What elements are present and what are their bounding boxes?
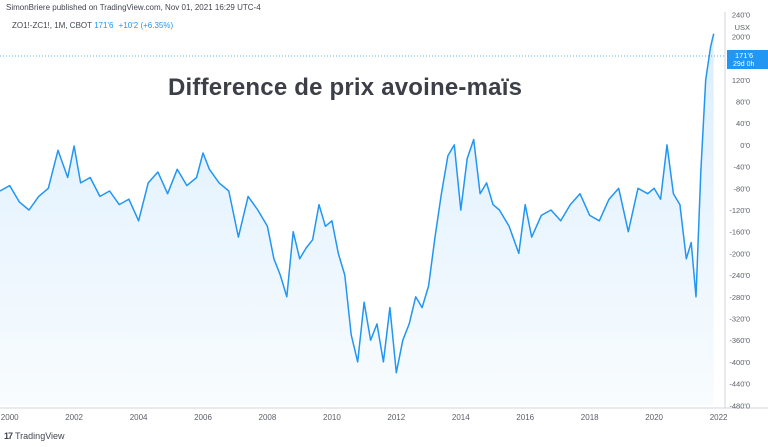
y-tick-label: -120'0 (729, 206, 750, 215)
y-tick-label: -160'0 (729, 228, 750, 237)
tradingview-logo-icon: 17 (4, 431, 13, 441)
y-tick-label: -320'0 (729, 315, 750, 324)
time-axis[interactable]: 2000 2002 2004 2006 2008 2010 2012 2014 2016 2018… (1, 413, 728, 422)
y-tick-label: -80'0 (734, 184, 750, 193)
y-tick-label: -200'0 (729, 249, 750, 258)
brand-name: TradingView (15, 431, 65, 441)
publisher-line: SimonBriere published on TradingView.com… (6, 3, 261, 12)
chart-title: Difference de prix avoine-maïs (168, 74, 523, 101)
x-tick-label: 2018 (581, 413, 599, 422)
x-tick-label: 2006 (194, 413, 212, 422)
tradingview-brand[interactable]: 17 TradingView (4, 431, 65, 441)
x-tick-label: 2002 (65, 413, 83, 422)
price-area (0, 33, 714, 406)
x-tick-label: 2010 (323, 413, 341, 422)
y-tick-label: 120'0 (732, 76, 750, 85)
last-value: 171'6 (94, 21, 114, 30)
last-price-badge-value: 171'6 (735, 51, 753, 60)
y-tick-label: -40'0 (734, 163, 750, 172)
y-tick-label: 40'0 (736, 119, 750, 128)
last-price-badge: 171'6 29d 0h (727, 50, 768, 69)
x-tick-label: 2022 (710, 413, 728, 422)
last-price-badge-bg (727, 50, 768, 69)
change-value: +10'2 (+6.35%) (118, 21, 174, 30)
x-tick-label: 2016 (516, 413, 534, 422)
y-tick-label: -440'0 (729, 380, 750, 389)
symbol-info: ZO1!-ZC1!, 1M, CBOT (12, 21, 92, 30)
y-tick-label: -400'0 (729, 358, 750, 367)
x-tick-label: 2012 (387, 413, 405, 422)
x-tick-label: 2000 (1, 413, 19, 422)
x-tick-label: 2004 (130, 413, 148, 422)
last-price-badge-countdown: 29d 0h (733, 61, 755, 68)
symbol-legend: ZO1!-ZC1!, 1M, CBOT 171'6 +10'2 (+6.35%) (12, 21, 173, 30)
y-tick-label: 200'0 (732, 32, 750, 41)
price-axis[interactable]: 240'0200'0160'0120'080'040'00'0-40'0-80'… (729, 11, 750, 411)
y-tick-label: -480'0 (729, 401, 750, 410)
price-line (0, 33, 715, 374)
y-tick-label: 240'0 (732, 11, 750, 20)
y-tick-label: -280'0 (729, 293, 750, 302)
y-tick-label: 80'0 (736, 98, 750, 107)
y-tick-label: -360'0 (729, 336, 750, 345)
x-tick-label: 2008 (259, 413, 277, 422)
y-tick-label: -240'0 (729, 271, 750, 280)
x-tick-label: 2020 (645, 413, 663, 422)
currency-label: USX (735, 23, 750, 32)
x-tick-label: 2014 (452, 413, 470, 422)
y-tick-label: 0'0 (740, 141, 750, 150)
